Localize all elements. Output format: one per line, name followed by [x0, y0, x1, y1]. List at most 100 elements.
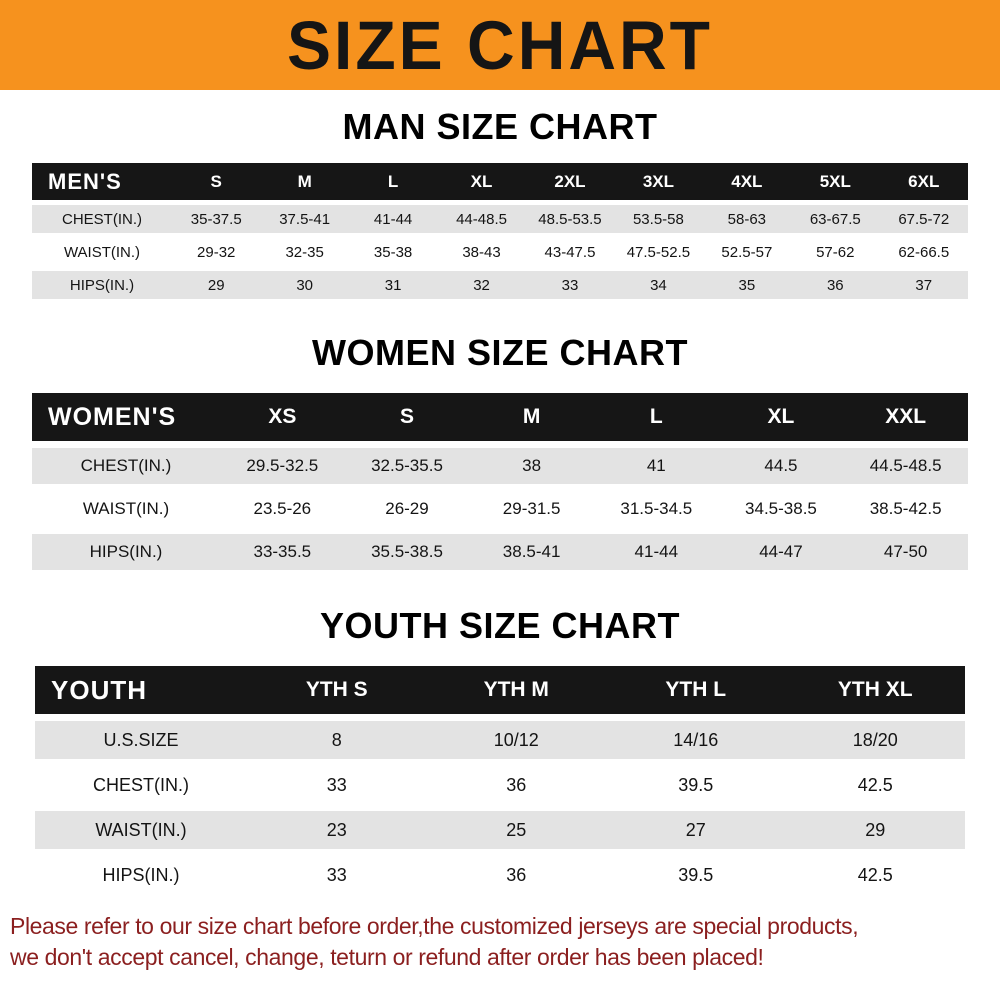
- size-value-cell: 33: [326, 864, 347, 885]
- size-value-cell: 29-31.5: [502, 499, 561, 518]
- size-value-cell: 48.5-53.5: [525, 205, 615, 233]
- column-header: 2XL: [525, 163, 615, 200]
- page-title: SIZE CHART: [287, 6, 713, 84]
- size-value-cell: 31: [348, 271, 438, 299]
- size-value-cell: 42.5: [857, 864, 893, 885]
- column-header: L: [593, 393, 719, 441]
- size-value-cell: 44-47: [718, 534, 844, 570]
- size-value-cell: 30: [260, 271, 349, 299]
- size-value-cell: 35: [702, 271, 792, 299]
- size-value-cell: 53.5-58: [614, 205, 703, 233]
- footer-note: Please refer to our size chart before or…: [10, 911, 992, 973]
- column-header: 3XL: [614, 163, 703, 200]
- size-value-cell: 14/16: [606, 721, 786, 759]
- column-header: 6XL: [879, 163, 968, 200]
- size-value-cell: 10/12: [426, 721, 606, 759]
- size-value-cell: 38.5-41: [469, 534, 594, 570]
- size-value-cell: 29: [172, 271, 261, 299]
- column-header: M: [469, 393, 594, 441]
- size-value-cell: 29-32: [197, 243, 236, 261]
- row-label: U.S.SIZE: [35, 721, 247, 759]
- size-value-cell: 57-62: [816, 243, 855, 261]
- size-value-cell: 67.5-72: [879, 205, 968, 233]
- size-value-cell: 39.5: [678, 774, 714, 795]
- size-value-cell: 35-37.5: [172, 205, 261, 233]
- column-header: YTH M: [426, 666, 606, 714]
- size-value-cell: 33: [326, 774, 347, 795]
- size-value-cell: 62-66.5: [898, 243, 950, 261]
- column-header: YTH L: [606, 666, 786, 714]
- column-header: XS: [220, 393, 345, 441]
- table-row: WAIST(IN.) 23 25 27 29: [35, 811, 965, 849]
- size-value-cell: 39.5: [678, 864, 714, 885]
- women-section-heading: WOMEN SIZE CHART: [312, 332, 688, 373]
- table-row: WAIST(IN.) 23.5-26 26-29 29-31.5 31.5-34.5 34…: [32, 491, 968, 527]
- size-value-cell: 33-35.5: [220, 534, 345, 570]
- row-label: HIPS(IN.): [32, 534, 220, 570]
- row-label: CHEST(IN.): [32, 205, 172, 233]
- size-value-cell: 32.5-35.5: [344, 448, 470, 484]
- size-value-cell: 44.5-48.5: [843, 448, 968, 484]
- table-row: U.S.SIZE 8 10/12 14/16 18/20: [35, 721, 965, 759]
- column-header: 4XL: [702, 163, 792, 200]
- size-value-cell: 35-38: [373, 243, 413, 261]
- column-header: S: [344, 393, 470, 441]
- row-label: CHEST(IN.): [93, 774, 189, 795]
- size-value-cell: 18/20: [785, 721, 965, 759]
- banner: SIZE CHART: [0, 0, 1000, 90]
- size-value-cell: 63-67.5: [791, 205, 880, 233]
- size-value-cell: 23.5-26: [253, 499, 312, 518]
- size-value-cell: 33: [525, 271, 615, 299]
- table-header-row: WOMEN'S XS S M L XL XXL: [32, 393, 968, 441]
- size-value-cell: 43-47.5: [544, 243, 596, 261]
- size-value-cell: 42.5: [857, 774, 893, 795]
- row-label: HIPS(IN.): [102, 864, 180, 885]
- size-value-cell: 27: [606, 811, 786, 849]
- size-value-cell: 36: [506, 864, 527, 885]
- row-label: WAIST(IN.): [63, 243, 141, 261]
- table-row: WAIST(IN.) 29-32 32-35 35-38 38-43 43-47.5 47.…: [32, 238, 968, 266]
- column-header: YTH S: [247, 666, 427, 714]
- row-label: WAIST(IN.): [35, 811, 247, 849]
- size-value-cell: 37: [879, 271, 968, 299]
- size-value-cell: 8: [247, 721, 427, 759]
- men-size-table: MEN'S S M L XL 2XL 3XL 4XL 5XL 6XL CHEST(IN.) 35-37…: [32, 158, 968, 304]
- table-row: HIPS(IN.) 33 36 39.5 42.5: [35, 856, 965, 894]
- man-size-section: MAN SIZE CHART MEN'S S M L XL 2XL 3XL 4XL 5XL 6XL…: [0, 106, 1000, 304]
- column-header: YTH XL: [785, 666, 965, 714]
- size-value-cell: 36: [506, 774, 527, 795]
- table-row: CHEST(IN.) 29.5-32.5 32.5-35.5 38 41 44.5 44.5…: [32, 448, 968, 484]
- size-value-cell: 34: [614, 271, 703, 299]
- table-corner-label: WOMEN'S: [32, 393, 220, 441]
- size-value-cell: 32: [437, 271, 526, 299]
- column-header: S: [172, 163, 261, 200]
- table-corner-label: MEN'S: [32, 163, 172, 200]
- footer-line-2: we don't accept cancel, change, teturn o…: [10, 944, 764, 971]
- size-value-cell: 31.5-34.5: [620, 499, 693, 518]
- youth-size-table: YOUTH YTH S YTH M YTH L YTH XL U.S.SIZE 8 10/12…: [35, 659, 965, 901]
- size-value-cell: 41-44: [348, 205, 438, 233]
- column-header: XL: [718, 393, 844, 441]
- table-header-row: YOUTH YTH S YTH M YTH L YTH XL: [35, 666, 965, 714]
- row-label: HIPS(IN.): [32, 271, 172, 299]
- women-size-table: WOMEN'S XS S M L XL XXL CHEST(IN.) 29.5-32.5 32.5…: [32, 386, 968, 577]
- size-value-cell: 52.5-57: [721, 243, 773, 261]
- table-row: CHEST(IN.) 33 36 39.5 42.5: [35, 766, 965, 804]
- size-value-cell: 44-48.5: [437, 205, 526, 233]
- table-corner-label: YOUTH: [35, 666, 247, 714]
- size-value-cell: 41-44: [593, 534, 719, 570]
- size-value-cell: 23: [247, 811, 427, 849]
- size-value-cell: 32-35: [285, 243, 324, 261]
- row-label: WAIST(IN.): [82, 499, 170, 518]
- size-value-cell: 44.5: [718, 448, 844, 484]
- column-header: M: [260, 163, 349, 200]
- size-value-cell: 34.5-38.5: [745, 499, 817, 518]
- size-value-cell: 41: [593, 448, 719, 484]
- column-header: XL: [437, 163, 526, 200]
- column-header: L: [348, 163, 438, 200]
- table-row: HIPS(IN.) 33-35.5 35.5-38.5 38.5-41 41-44 44-…: [32, 534, 968, 570]
- man-section-heading: MAN SIZE CHART: [342, 106, 658, 147]
- size-value-cell: 38.5-42.5: [869, 499, 942, 518]
- size-value-cell: 29.5-32.5: [220, 448, 345, 484]
- size-value-cell: 35.5-38.5: [344, 534, 470, 570]
